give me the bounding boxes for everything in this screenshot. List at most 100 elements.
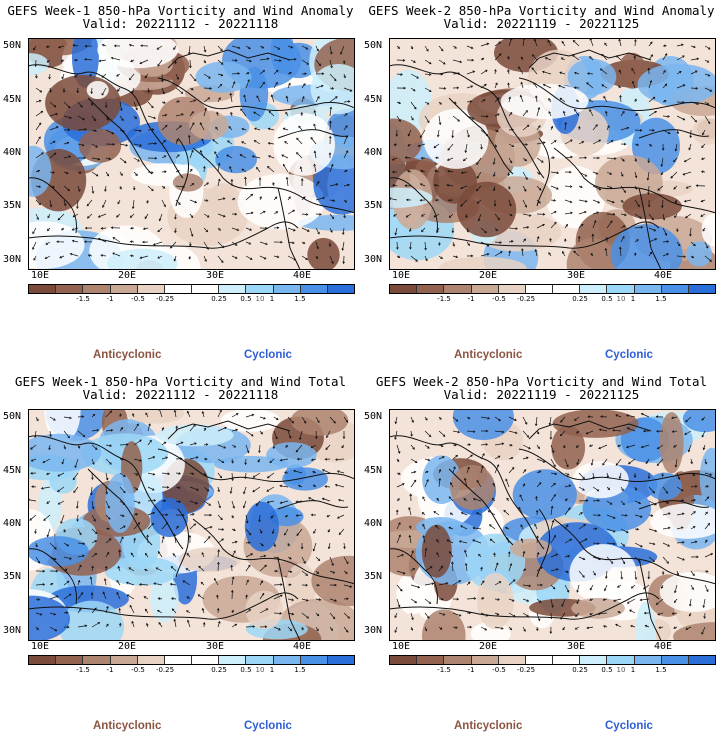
- wind-arrow-head: [97, 622, 101, 625]
- wind-arrow: [466, 430, 475, 433]
- wind-arrow: [535, 95, 538, 103]
- wind-arrow-head: [102, 591, 106, 595]
- wind-arrow: [466, 70, 475, 75]
- colorbar-exponent-label: 10: [255, 295, 265, 303]
- wind-arrow: [49, 626, 57, 632]
- wind-arrow: [420, 129, 426, 138]
- wind-arrow-head: [660, 164, 664, 167]
- wind-arrow-head: [484, 230, 487, 234]
- coastline: [167, 49, 291, 69]
- wind-arrow: [520, 95, 524, 103]
- wind-arrow-head: [275, 69, 279, 73]
- coastline: [389, 435, 545, 550]
- wind-arrow-head: [248, 532, 252, 536]
- wind-arrow-head: [226, 154, 229, 157]
- wind-arrow-head: [250, 553, 254, 556]
- wind-arrow: [63, 430, 70, 439]
- wind-arrow-head: [681, 499, 685, 502]
- wind-arrow-head: [700, 199, 704, 203]
- wind-arrow: [534, 39, 538, 47]
- wind-arrow-head: [568, 484, 572, 488]
- colorbar-swatch: [29, 285, 57, 293]
- wind-arrow-head: [139, 129, 142, 133]
- wind-arrow: [131, 87, 135, 94]
- wind-arrow: [564, 212, 573, 215]
- wind-arrow: [564, 485, 571, 488]
- colorbar-swatch: [192, 285, 220, 293]
- wind-arrow: [296, 152, 303, 159]
- wind-arrow-head: [541, 70, 545, 74]
- wind-arrow-head: [248, 609, 252, 612]
- wind-arrow: [175, 87, 184, 94]
- wind-arrow: [564, 185, 572, 188]
- wind-arrow-head: [98, 59, 102, 63]
- colorbar-tick-label: -1.5: [76, 666, 90, 674]
- wind-arrow-head: [448, 526, 452, 530]
- wind-arrow: [76, 199, 79, 209]
- wind-arrow: [518, 507, 524, 516]
- wind-arrow-head: [239, 154, 243, 157]
- wind-arrow-head: [302, 241, 306, 244]
- wind-arrow: [259, 255, 267, 260]
- wind-arrow-head: [398, 101, 402, 105]
- wind-arrow: [49, 595, 59, 600]
- wind-arrow-head: [326, 514, 330, 518]
- wind-arrow: [189, 227, 193, 237]
- wind-arrow-head: [660, 172, 664, 176]
- wind-arrow: [690, 485, 697, 488]
- wind-arrow: [542, 71, 552, 75]
- coastline: [553, 518, 716, 585]
- wind-arrow: [273, 430, 278, 439]
- wind-arrow: [550, 584, 556, 590]
- wind-arrow-head: [440, 444, 444, 448]
- wind-arrow-head: [40, 487, 44, 490]
- wind-arrow-head: [178, 472, 181, 475]
- wind-arrow: [508, 250, 511, 257]
- wind-arrow: [631, 68, 636, 75]
- wind-arrow-head: [300, 546, 304, 550]
- wind-arrow: [105, 444, 112, 447]
- wind-arrow: [189, 199, 197, 203]
- wind-arrow-head: [576, 99, 579, 103]
- wind-arrow-head: [454, 46, 457, 49]
- wind-arrow: [656, 458, 664, 466]
- wind-arrow: [329, 598, 337, 602]
- colorbar-swatch: [137, 285, 165, 293]
- map-frame: [389, 409, 716, 641]
- coastline: [192, 147, 355, 214]
- wind-arrow: [522, 213, 531, 217]
- wind-arrow-head: [554, 140, 557, 143]
- wind-arrow-head: [266, 500, 270, 504]
- wind-arrow-head: [504, 526, 508, 530]
- wind-arrow: [33, 45, 37, 51]
- wind-arrow-head: [692, 473, 696, 477]
- wind-arrow: [446, 184, 454, 187]
- wind-arrow: [74, 73, 79, 78]
- wind-arrow-head: [671, 416, 674, 420]
- wind-arrow: [63, 101, 71, 109]
- wind-arrow: [410, 598, 417, 603]
- wind-arrow: [480, 227, 487, 233]
- wind-arrow-head: [682, 558, 685, 561]
- wind-arrow-head: [335, 96, 338, 99]
- wind-arrow-head: [433, 145, 437, 149]
- wind-arrow: [434, 184, 440, 187]
- colorbar: [28, 655, 355, 665]
- colorbar-tick-label: 1: [630, 295, 636, 303]
- wind-arrow: [480, 626, 487, 631]
- wind-arrow-head: [626, 445, 629, 449]
- wind-arrow: [281, 154, 289, 159]
- wind-arrow-head: [154, 142, 157, 145]
- wind-arrow-head: [660, 205, 664, 209]
- wind-arrow-head: [341, 248, 345, 251]
- wind-arrow-head: [201, 410, 205, 414]
- wind-arrow-head: [523, 189, 527, 192]
- wind-arrow: [49, 612, 56, 616]
- vorticity-blob: [285, 563, 317, 610]
- wind-arrow: [231, 577, 234, 586]
- wind-arrow: [170, 583, 177, 586]
- wind-arrow-head: [603, 95, 606, 99]
- wind-arrow-head: [618, 246, 622, 250]
- wind-arrow: [60, 514, 65, 524]
- wind-arrow: [245, 241, 251, 245]
